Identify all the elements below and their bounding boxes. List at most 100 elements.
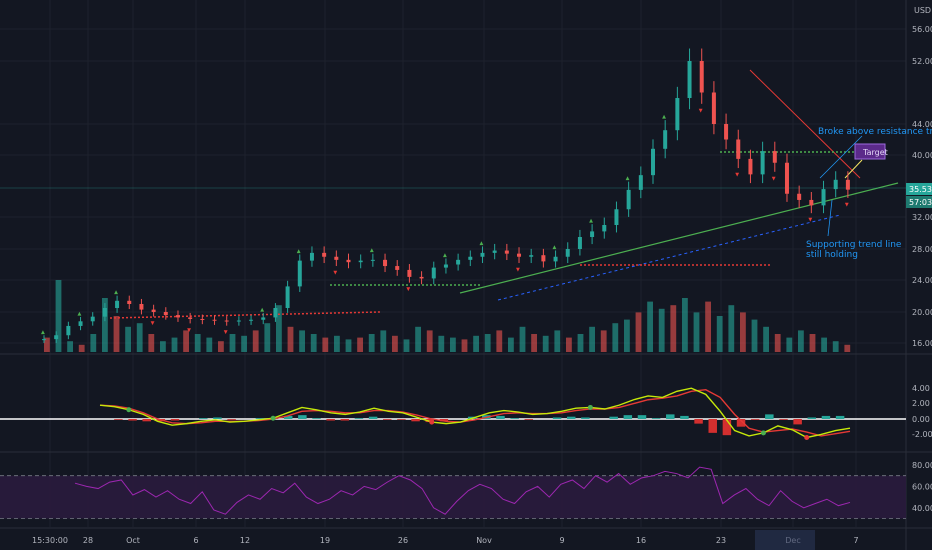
time-tick-label: 6 [193,536,198,545]
candle-body [724,124,729,140]
resistance-trend-line [749,69,861,179]
signal-marker: ▲ [78,311,82,317]
price-tick-label: 40.00 [912,151,932,160]
volume-bar [832,341,839,352]
annotation-target: Target [862,148,888,157]
macd-histogram-bar [750,419,760,420]
macd-histogram-bar [199,418,208,419]
macd-tick-label: 0.00 [912,415,930,424]
volume-bar [624,319,630,352]
annotation-support-1: Supporting trend line [806,240,902,250]
candle-body [297,260,302,287]
candle-body [577,237,582,249]
signal-marker: ▼ [772,176,776,182]
volume-bar [90,334,97,352]
macd-line [99,387,851,439]
volume-bar [264,323,271,352]
macd-histogram-bar [623,415,633,419]
macd-histogram-bar [835,415,845,419]
candle-body [553,256,558,262]
candle-body [431,267,436,279]
candle-body [590,231,595,237]
candle-body [687,61,692,99]
trend-lines [0,69,906,319]
candle-body [115,300,120,308]
candle-body [760,151,765,175]
macd-tick-label: 4.00 [912,384,930,393]
macd-histogram-bar [821,415,831,419]
candle-body [78,321,83,326]
volume-bar [392,335,398,352]
annotation-resistance: Broke above resistance trend [818,127,932,137]
volume-bar [461,339,468,352]
signal-marker: ▼ [516,267,520,273]
price-tick-label: 24.00 [912,276,932,285]
macd-histogram-bar [439,419,449,422]
candle-body [845,179,850,190]
macd-cross-dot [760,430,766,436]
candle-body [456,259,461,265]
macd-histogram-bar [142,419,151,422]
volume-bar [357,337,363,352]
volume-bar [763,326,769,352]
volume-bar [345,339,352,352]
macd-histogram-bar [524,419,534,420]
candle-body [236,320,241,322]
candle-body [492,250,497,253]
macd-histogram-bar [397,419,406,420]
volume-bar [798,330,804,352]
candle-body [273,308,278,318]
macd-tick-label: -2.00 [912,430,932,439]
macd-histogram-bar [666,414,675,419]
candle-body [663,130,668,149]
candle-body [212,319,217,321]
volume-bar [415,326,421,352]
macd-histogram-bar [368,416,378,419]
candle-body [358,260,363,263]
volume-bar [751,319,758,352]
macd-histogram-bar [170,419,180,421]
volume-bar [554,330,561,352]
candle-body [797,193,802,200]
volume-bar [809,334,816,352]
candle-body [675,98,680,131]
macd-histogram-bar [326,419,335,421]
volume-bar [705,301,711,352]
candle-body [504,250,509,254]
candle-body [833,179,838,190]
volume-bar [136,323,143,352]
volume-bar [508,337,514,352]
candle-body [443,264,448,268]
volume-bar [148,334,155,352]
macd-histogram-bar [609,416,618,419]
volume-bar [438,335,445,352]
volume-bar [844,344,851,352]
macd-histogram-bar [312,418,321,419]
macd-histogram-bar [227,419,236,420]
time-tick-label: 26 [398,536,408,545]
candle-body [772,151,777,163]
macd-tick-label: 2.00 [912,399,930,408]
price-tick-label: 52.00 [912,57,932,66]
volume-bar [612,323,619,352]
signal-marker: ▲ [553,244,557,250]
candle-body [419,276,424,279]
candle-body [151,309,156,312]
macd-cross-dot [270,415,276,421]
volume-bar [658,308,665,352]
countdown-badge [906,196,932,208]
price-tick-label: 16.00 [912,339,932,348]
signal-marker: ▼ [808,217,812,223]
countdown-label: 57:03 [909,198,932,207]
volume-bar [821,337,827,352]
price-tick-label: 28.00 [912,245,932,254]
candle-body [809,199,814,206]
volume-bar [229,334,236,352]
signal-marker: ▲ [589,218,593,224]
volume-bar [67,341,73,352]
time-highlight [755,530,815,550]
price-tick-label: 56.00 [912,25,932,34]
volume-bar [728,305,735,352]
volume-bar [473,335,479,352]
